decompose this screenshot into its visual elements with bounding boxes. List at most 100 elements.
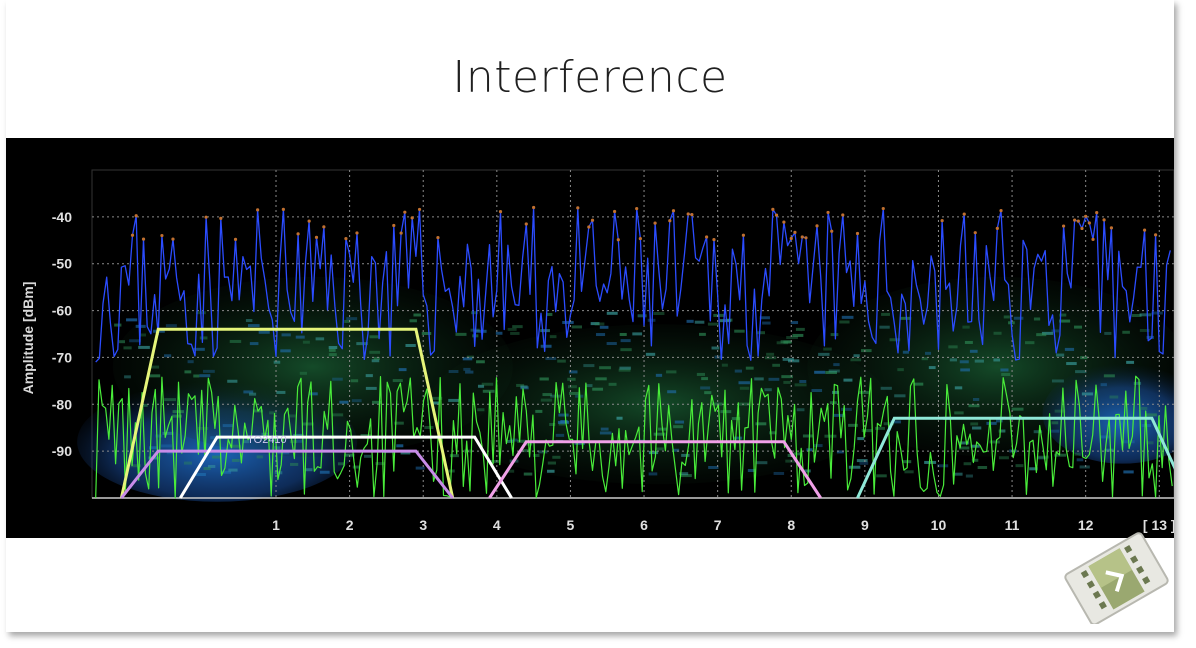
heat-cell [902, 350, 910, 354]
peak-marker [789, 236, 793, 241]
y-axis-label: Amplitude [dBm] [20, 282, 36, 395]
heat-cell [1064, 347, 1075, 351]
heat-cell [506, 439, 514, 443]
x-tick-label: 3 [419, 517, 427, 533]
y-tick-label: -70 [52, 349, 72, 365]
heat-cell [249, 342, 259, 346]
heat-cell [1081, 392, 1094, 396]
heat-cell [708, 465, 719, 469]
heat-cell [396, 444, 404, 448]
heat-cell [276, 390, 286, 394]
peak-marker [653, 221, 657, 225]
heat-cell [785, 459, 796, 463]
heat-cell [841, 407, 852, 411]
heat-cell [739, 386, 750, 390]
peak-marker [314, 235, 319, 239]
heat-cell [129, 339, 141, 343]
heat-cell [599, 431, 612, 435]
y-tick-label: -40 [52, 209, 72, 225]
heat-cell [970, 444, 980, 448]
heat-cell [448, 369, 459, 373]
heat-cell [1141, 406, 1148, 410]
heat-cell [328, 348, 336, 352]
heat-cell [243, 390, 254, 394]
heat-cell [848, 423, 858, 427]
heat-cell [293, 433, 304, 437]
heat-cell [149, 374, 161, 378]
peak-marker [1153, 233, 1158, 237]
heat-cell [346, 317, 358, 321]
heat-cell [839, 320, 850, 324]
heat-cell [558, 422, 566, 426]
heat-cell [229, 339, 242, 343]
heat-cell [792, 333, 804, 337]
heat-cell [256, 455, 263, 459]
heat-cell [1103, 374, 1115, 378]
heat-cell [245, 318, 253, 322]
peak-marker [668, 219, 672, 223]
heat-cell [557, 359, 566, 363]
heat-cell [203, 467, 211, 471]
heat-cell [482, 389, 495, 393]
heat-cell [139, 333, 147, 337]
network-channel-shape [119, 327, 455, 499]
max-hold-trace [95, 205, 1171, 363]
heat-cell [969, 349, 978, 353]
heat-cell [229, 444, 242, 448]
peak-marker [855, 231, 860, 236]
heat-cell [759, 316, 770, 320]
heat-cell [1139, 328, 1150, 332]
heat-cell [304, 468, 313, 472]
heat-cell [828, 369, 840, 373]
heat-cell [1059, 313, 1067, 317]
heat-cell [516, 383, 525, 387]
peak-marker [1061, 224, 1066, 228]
heat-cell [350, 379, 359, 383]
heat-cell [818, 352, 830, 356]
heat-cell [1059, 319, 1071, 323]
heat-cell [1074, 325, 1083, 329]
heat-cell [242, 440, 250, 444]
heat-cell [520, 385, 528, 389]
heat-cell [1041, 331, 1054, 335]
heat-cell [114, 323, 122, 327]
peak-marker [498, 210, 503, 214]
heat-cell [535, 409, 543, 413]
heat-cell [977, 465, 988, 469]
heat-cell [193, 347, 205, 351]
x-axis-ticks: 1 2 3 4 5 6 7 8 9 10 11 12[ 13 ] [272, 517, 1176, 533]
heat-cell [756, 331, 766, 335]
heat-cell [1051, 379, 1064, 383]
heat-cell [369, 335, 381, 339]
heat-cell [811, 389, 823, 393]
heat-cell [856, 459, 868, 463]
peak-marker [587, 225, 591, 229]
heat-cell [993, 358, 1001, 362]
heat-cell [1109, 395, 1119, 399]
peak-marker [307, 219, 311, 223]
heat-cell [562, 320, 574, 324]
heat-cell [1099, 435, 1111, 439]
peak-marker [1084, 214, 1088, 218]
heat-cell [1025, 341, 1035, 345]
heat-cell [161, 444, 173, 448]
heat-cell [841, 315, 854, 319]
heat-cell [998, 429, 1006, 433]
heat-cell [546, 312, 553, 316]
heat-cell [731, 417, 741, 421]
heat-cell [794, 383, 807, 387]
heat-cell [194, 473, 206, 477]
heat-cell [769, 431, 777, 435]
heat-cell [1037, 455, 1050, 459]
heat-cell [171, 414, 182, 418]
heat-cell [289, 440, 298, 444]
heat-cell [495, 331, 503, 335]
heat-cell [1126, 360, 1135, 364]
y-tick-label: -90 [52, 443, 72, 459]
heat-cell [747, 468, 756, 472]
peak-marker [995, 226, 999, 230]
heat-cell [433, 401, 440, 405]
heat-cell [632, 332, 643, 336]
heat-cell [394, 421, 404, 425]
heat-cell [734, 369, 742, 373]
